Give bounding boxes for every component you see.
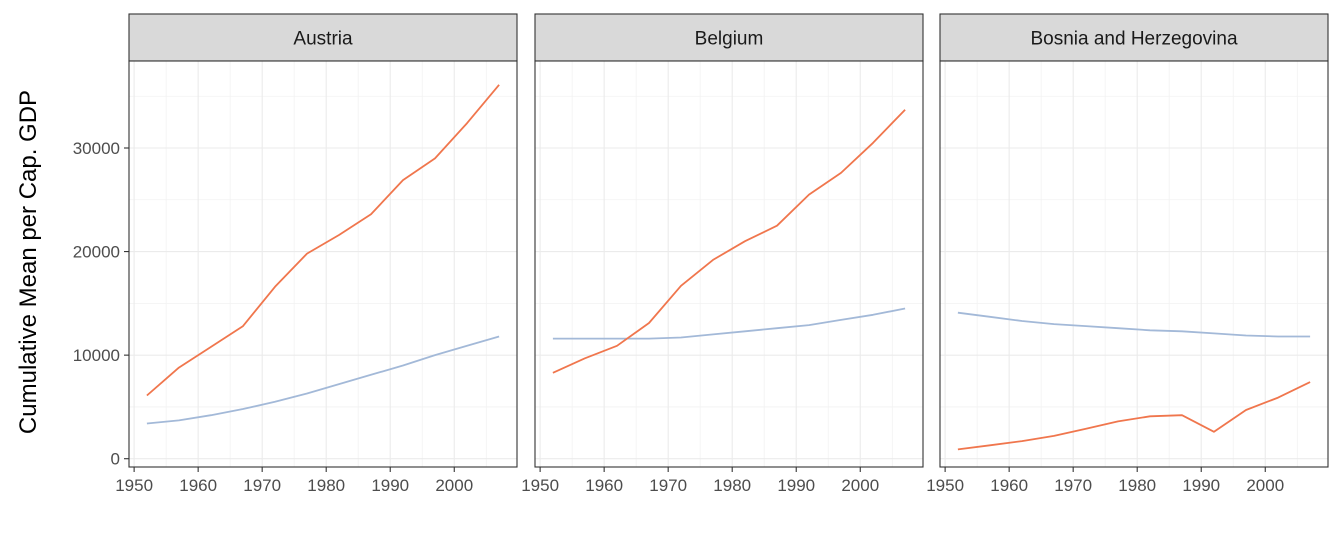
facet-title: Bosnia and Herzegovina <box>1030 29 1237 50</box>
x-tick-label: 1980 <box>1118 476 1156 495</box>
facet-panel: Belgium 1950 1960 1970 1980 1990 2000 <box>521 13 924 495</box>
facet-strip <box>534 13 924 62</box>
facet-title: Austria <box>293 29 353 50</box>
plot-background <box>129 61 517 467</box>
series-line-orange <box>146 84 500 397</box>
plot-background <box>535 61 923 467</box>
x-tick-label: 1960 <box>179 476 217 495</box>
facet-title: Belgium <box>695 29 764 50</box>
series-line-blue <box>552 307 906 340</box>
series-line-blue <box>146 335 500 425</box>
x-tick-label: 1970 <box>649 476 687 495</box>
facet-strip <box>939 13 1329 62</box>
x-tick-label: 1990 <box>777 476 815 495</box>
series-line-orange <box>957 381 1311 451</box>
y-tick-label: 30000 <box>73 139 120 158</box>
x-tick-label: 2000 <box>841 476 879 495</box>
x-tick-label: 1950 <box>926 476 964 495</box>
x-tick-label: 1970 <box>243 476 281 495</box>
x-tick-label: 1990 <box>1182 476 1220 495</box>
x-tick-label: 1980 <box>307 476 345 495</box>
y-axis-label: Cumulative Mean per Cap. GDP <box>15 90 42 434</box>
y-tick-label: 0 <box>111 450 120 469</box>
panel-border <box>939 60 1329 468</box>
x-tick-label: 1970 <box>1054 476 1092 495</box>
x-tick-label: 1990 <box>371 476 409 495</box>
x-tick-label: 2000 <box>1246 476 1284 495</box>
series-line-orange <box>552 109 906 374</box>
plot-background <box>940 61 1328 467</box>
x-tick-label: 1950 <box>115 476 153 495</box>
y-tick-label: 20000 <box>73 243 120 262</box>
facet-strip <box>128 13 518 62</box>
x-tick-label: 1950 <box>521 476 559 495</box>
panel-border <box>534 60 924 468</box>
x-tick-label: 2000 <box>435 476 473 495</box>
x-tick-label: 1980 <box>713 476 751 495</box>
series-line-blue <box>957 311 1311 338</box>
x-tick-label: 1960 <box>990 476 1028 495</box>
y-tick-label: 10000 <box>73 346 120 365</box>
x-tick-label: 1960 <box>585 476 623 495</box>
facet-panel: Bosnia and Herzegovina 1950 1960 1970 1980 19… <box>926 13 1329 495</box>
panel-border <box>128 60 518 468</box>
